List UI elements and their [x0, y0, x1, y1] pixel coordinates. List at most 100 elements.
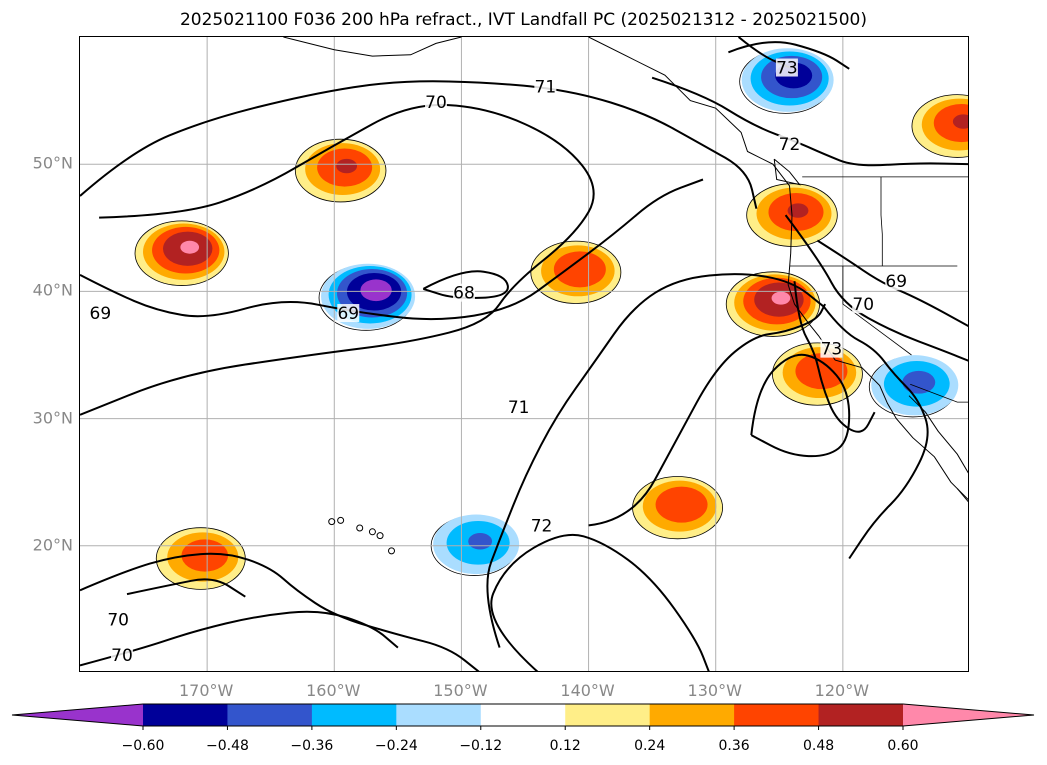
political-border: [842, 266, 912, 356]
colorbar-segment: [143, 704, 228, 726]
longitude-label: 170°W: [178, 681, 234, 700]
anomaly-gulf-of-alaska-south: [294, 138, 387, 203]
contour-label-bg: [852, 295, 875, 314]
latitude-label: 40°N: [32, 280, 73, 300]
coastline: [588, 37, 968, 501]
colorbar-tick-label: −0.60: [121, 738, 165, 754]
map-canvas: 71 70 73 72 68 69 69 69 70 73 71 72 70 70: [80, 37, 968, 671]
longitude-label: 150°W: [433, 681, 488, 700]
hawaiian-island: [368, 528, 376, 536]
political-border: [910, 383, 968, 403]
ivt-contours: [80, 37, 968, 671]
gridlines: [80, 37, 968, 671]
colorbar-tick-label: −0.48: [205, 738, 249, 754]
longitude-label: 140°W: [560, 681, 615, 700]
anomaly-subtropical-east: [771, 342, 863, 406]
contour-label-bg: [778, 134, 801, 153]
contour-label-bg: [820, 339, 843, 358]
contour-label-bg: [110, 646, 133, 665]
contour-label-bg: [534, 77, 557, 96]
refractivity-pc-shading: [134, 48, 968, 590]
contour-label-bg: [530, 516, 553, 535]
colorbar-segment: [396, 704, 482, 726]
colorbar-extend-min: [12, 704, 143, 726]
hawaiian-island: [356, 524, 364, 532]
ivt-contour-line: [823, 306, 929, 560]
hawaiian-island: [376, 532, 384, 540]
latitude-label: 20°N: [32, 535, 73, 555]
contour-label-bg: [337, 304, 360, 323]
contour-label: 70: [111, 646, 133, 666]
ivt-contour-line: [80, 552, 480, 671]
map-title: 2025021100 F036 200 hPa refract., IVT La…: [179, 10, 867, 30]
contour-label: 71: [535, 78, 557, 98]
anomaly-southwest: [155, 527, 246, 590]
anomaly-california-inland: [868, 355, 959, 418]
contour-label-bg: [507, 398, 530, 417]
ivt-contour-line: [816, 239, 968, 328]
contour-label: 73: [821, 340, 843, 360]
political-border: [880, 176, 883, 266]
hawaiian-island: [328, 518, 336, 526]
colorbar: [11, 703, 1035, 730]
anomaly-central: [530, 240, 622, 304]
colorbar-segment: [734, 704, 820, 726]
contour-label: 70: [852, 295, 874, 315]
coastline: [283, 37, 462, 57]
longitude-label: 130°W: [687, 681, 742, 700]
anomaly-subtropical-band: [632, 476, 724, 540]
contour-label-bg: [107, 610, 130, 629]
colorbar-extend-max: [903, 704, 1034, 726]
contour-label: 68: [453, 284, 475, 304]
contour-label: 73: [776, 59, 798, 79]
ivt-contour-line: [588, 303, 826, 527]
colorbar-segment: [818, 704, 904, 726]
ivt-contour-line: [80, 80, 758, 209]
ivt-contour-line: [490, 533, 710, 671]
colorbar-segment: [649, 704, 735, 726]
colorbar-segment: [227, 704, 313, 726]
ivt-contour-line: [784, 214, 968, 362]
contour-label-bg: [425, 92, 447, 111]
contour-label: 69: [90, 304, 112, 324]
ivt-contour-line: [750, 353, 851, 458]
colorbar-tick-label: 0.12: [549, 738, 581, 754]
longitude-label: 120°W: [814, 681, 870, 700]
anomaly-west: [134, 220, 229, 286]
contour-label: 72: [531, 516, 553, 536]
ivt-contour-line: [126, 578, 246, 598]
colorbar-segment: [311, 704, 397, 726]
latitude-label: 30°N: [32, 408, 73, 428]
hawaiian-island: [388, 547, 395, 555]
anomaly-british-columbia-interior: [739, 48, 834, 114]
anomaly-pacific-northwest-coast: [746, 183, 838, 247]
ivt-contour-line: [80, 610, 399, 667]
contour-label: 69: [337, 304, 359, 324]
colorbar-tick-label: −0.12: [459, 738, 503, 754]
colorbar-segment: [480, 704, 566, 726]
ivt-contour-line: [80, 103, 595, 416]
map-panel: 71 70 73 72 68 69 69 69 70 73 71 72 70 70: [79, 36, 969, 672]
contour-label-bg: [89, 304, 112, 323]
anomaly-northeast-of-hawaii: [318, 263, 416, 331]
vancouver-island: [773, 158, 801, 186]
colorbar-tick-label: 0.36: [718, 738, 750, 754]
contour-label: 72: [779, 135, 801, 155]
ivt-contour-line: [651, 76, 968, 167]
contour-label: 70: [107, 611, 129, 631]
colorbar-tick-label: 0.24: [634, 738, 666, 754]
ivt-contour-line: [486, 273, 825, 648]
contour-label-bg: [452, 283, 475, 302]
coastlines: [283, 37, 968, 555]
colorbar-tick-label: 0.48: [802, 738, 835, 754]
longitude-label: 160°W: [306, 681, 361, 700]
hawaiian-island: [337, 516, 345, 524]
ivt-contour-line: [793, 281, 876, 433]
anomaly-northeast-interior: [911, 94, 968, 158]
colorbar-tick-label: −0.24: [374, 738, 418, 754]
contour-label: 69: [885, 272, 907, 292]
contour-labels: 71 70 73 72 68 69 69 69 70 73 71 72 70 70: [89, 58, 908, 666]
contour-label: 71: [508, 398, 530, 418]
contour-label-bg: [885, 272, 908, 291]
colorbar-tick-label: 0.60: [887, 738, 919, 754]
